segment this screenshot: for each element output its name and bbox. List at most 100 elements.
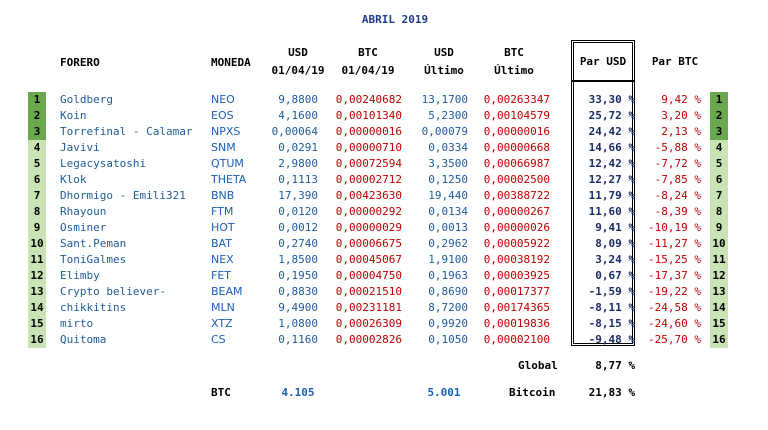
cell-btc-start: 0,00000292: [335, 205, 402, 218]
cell-par-btc: -8,39 %: [654, 205, 701, 218]
cell-btc-last: 0,00000668: [483, 141, 550, 154]
cell-usd-last: 0,0134: [428, 205, 468, 218]
rank-badge-left: 5: [28, 156, 46, 172]
cell-usd-last: 1,9100: [428, 253, 468, 266]
cell-usd-last: 0,0334: [428, 141, 468, 154]
cell-par-usd: 11,60 %: [588, 205, 635, 218]
cell-moneda: QTUM: [211, 157, 244, 170]
cell-moneda: SNM: [211, 141, 236, 154]
rank-badge-left: 13: [28, 284, 46, 300]
header-btc-last: BTC Último: [494, 46, 534, 77]
cell-par-usd: 9,41 %: [595, 221, 635, 234]
cell-par-usd: 11,79 %: [588, 189, 635, 202]
cell-btc-last: 0,00038192: [483, 253, 550, 266]
rank-badge-left: 3: [28, 124, 46, 140]
cell-btc-last: 0,00104579: [483, 109, 550, 122]
cell-btc-start: 0,00002826: [335, 333, 402, 346]
table-row: 6 6 Klok THETA 0,1113 0,00002712 0,1250 0,00002…: [0, 172, 768, 188]
rank-badge-right: 15: [710, 316, 728, 332]
cell-btc-start: 0,00000710: [335, 141, 402, 154]
cell-par-usd: 12,42 %: [588, 157, 635, 170]
cell-forero: Sant.Peman: [60, 237, 127, 250]
cell-btc-last: 0,00002100: [483, 333, 550, 346]
rank-badge-right: 6: [710, 172, 728, 188]
cell-btc-start: 0,00423630: [335, 189, 402, 202]
table-row: 7 7 Dhormigo - Emili321 BNB 17,390 0,00423630…: [0, 188, 768, 204]
cell-par-usd: 33,30 %: [588, 93, 635, 106]
cell-par-btc: -24,58 %: [648, 301, 701, 314]
rank-badge-left: 9: [28, 220, 46, 236]
bitcoin-value: 21,83 %: [588, 386, 635, 399]
cell-usd-last: 0,1963: [428, 269, 468, 282]
cell-usd-start: 9,4900: [278, 301, 318, 314]
cell-forero: Osminer: [60, 221, 107, 234]
btc-start-value: 4.105: [281, 386, 315, 399]
cell-forero: Javivi: [60, 141, 100, 154]
global-label: Global: [518, 359, 558, 372]
cell-forero: chikkitins: [60, 301, 127, 314]
cell-btc-last: 0,00002500: [483, 173, 550, 186]
header-forero: FORERO: [60, 56, 100, 69]
cell-par-btc: -19,22 %: [648, 285, 701, 298]
cell-usd-start: 0,00064: [271, 125, 318, 138]
cell-forero: ToniGalmes: [60, 253, 127, 266]
par-usd-box: [571, 40, 635, 346]
rank-badge-left: 1: [28, 92, 46, 108]
cell-btc-last: 0,00005922: [483, 237, 550, 250]
cell-forero: Klok: [60, 173, 87, 186]
rank-badge-left: 2: [28, 108, 46, 124]
rank-badge-right: 13: [710, 284, 728, 300]
rank-badge-right: 9: [710, 220, 728, 236]
cell-usd-last: 0,8690: [428, 285, 468, 298]
cell-moneda: NEO: [211, 93, 235, 106]
table-row: 11 11 ToniGalmes NEX 1,8500 0,00045067 1,9100 0…: [0, 252, 768, 268]
cell-par-btc: 9,42 %: [661, 93, 701, 106]
rank-badge-left: 8: [28, 204, 46, 220]
cell-btc-start: 0,00004750: [335, 269, 402, 282]
cell-btc-last: 0,00263347: [483, 93, 550, 106]
cell-moneda: NEX: [211, 253, 234, 266]
page-title: ABRIL 2019: [361, 13, 429, 26]
rank-badge-right: 12: [710, 268, 728, 284]
cell-usd-start: 1,8500: [278, 253, 318, 266]
cell-par-btc: 2,13 %: [661, 125, 701, 138]
rank-badge-left: 15: [28, 316, 46, 332]
table-row: 8 8 Rhayoun FTM 0,0120 0,00000292 0,0134 0,0000…: [0, 204, 768, 220]
cell-forero: Goldberg: [60, 93, 113, 106]
cell-btc-start: 0,00045067: [335, 253, 402, 266]
cell-forero: mirto: [60, 317, 94, 330]
cell-btc-start: 0,00002712: [335, 173, 402, 186]
cell-moneda: EOS: [211, 109, 234, 122]
rank-badge-right: 10: [710, 236, 728, 252]
cell-par-btc: 3,20 %: [661, 109, 701, 122]
cell-moneda: HOT: [211, 221, 235, 234]
cell-btc-last: 0,00066987: [483, 157, 550, 170]
cell-btc-start: 0,00101340: [335, 109, 402, 122]
cell-par-btc: -24,60 %: [648, 317, 701, 330]
cell-forero: Rhayoun: [60, 205, 107, 218]
table-row: 9 9 Osminer HOT 0,0012 0,00000029 0,0013 0,0000…: [0, 220, 768, 236]
table-row: 13 13 Crypto believer- BEAM 0,8830 0,00021510…: [0, 284, 768, 300]
cell-usd-start: 0,1160: [278, 333, 318, 346]
cell-par-usd: -8,15 %: [588, 317, 635, 330]
header-usd-start: USD 01/04/19: [271, 46, 325, 77]
rank-badge-right: 3: [710, 124, 728, 140]
cell-usd-last: 0,1250: [428, 173, 468, 186]
cell-par-btc: -25,70 %: [648, 333, 701, 346]
table-row: 14 14 chikkitins MLN 9,4900 0,00231181 8,7200 0…: [0, 300, 768, 316]
cell-moneda: MLN: [211, 301, 235, 314]
cell-usd-start: 1,0800: [278, 317, 318, 330]
table-row: 4 4 Javivi SNM 0,0291 0,00000710 0,0334 0,00000…: [0, 140, 768, 156]
cell-moneda: XTZ: [211, 317, 233, 330]
cell-usd-last: 0,9920: [428, 317, 468, 330]
cell-usd-start: 0,1113: [278, 173, 318, 186]
table-row: 5 5 Legacysatoshi QTUM 2,9800 0,00072594 3,350…: [0, 156, 768, 172]
rank-badge-right: 2: [710, 108, 728, 124]
cell-usd-last: 13,1700: [421, 93, 468, 106]
btc-label: BTC: [211, 386, 231, 399]
cell-par-usd: -9,48 %: [588, 333, 635, 346]
cell-btc-start: 0,00026309: [335, 317, 402, 330]
cell-forero: Quitoma: [60, 333, 107, 346]
table-row: 12 12 Elimby FET 0,1950 0,00004750 0,1963 0,000…: [0, 268, 768, 284]
cell-usd-start: 0,0012: [278, 221, 318, 234]
